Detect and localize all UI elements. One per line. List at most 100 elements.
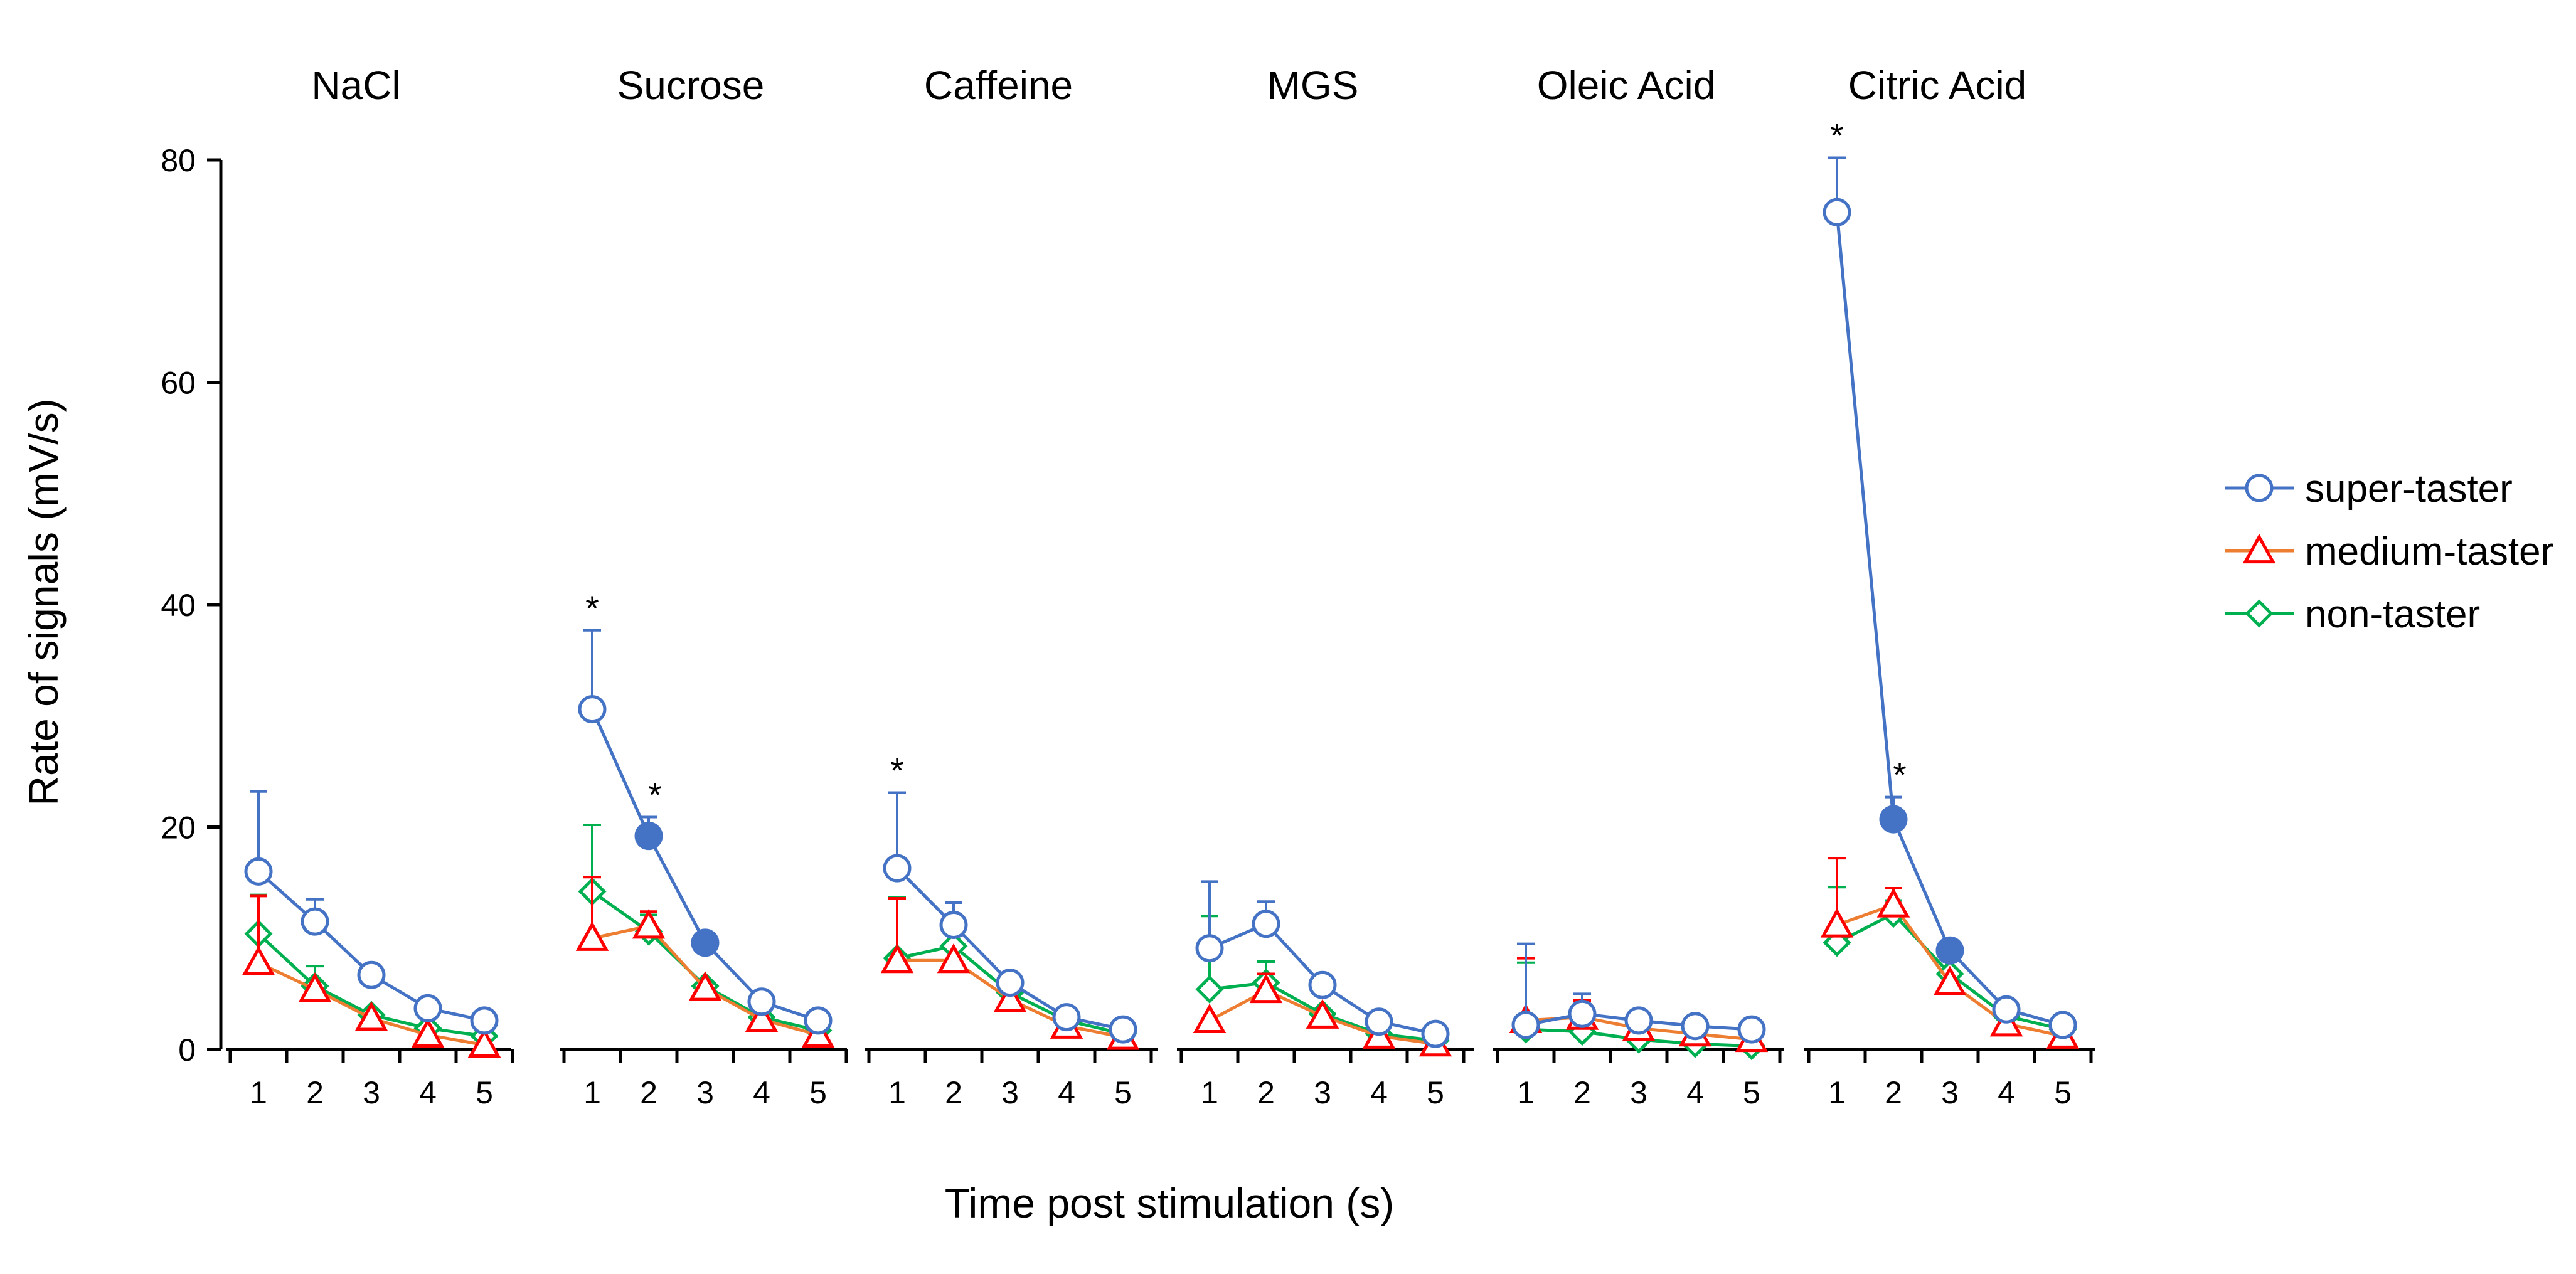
- x-tick-label: 1: [1828, 1075, 1846, 1110]
- panel-title: Oleic Acid: [1537, 63, 1716, 108]
- data-point: [411, 1017, 445, 1048]
- x-tick-label: 2: [1885, 1075, 1902, 1110]
- data-point: [1820, 908, 1854, 938]
- data-point: [1933, 965, 1967, 995]
- y-tick-label: 0: [178, 1032, 196, 1068]
- significance-star: *: [1893, 755, 1907, 795]
- data-point: [993, 982, 1027, 1012]
- legend-marker: [2245, 599, 2274, 628]
- legend-label: super-taster: [2305, 467, 2513, 511]
- series-line: [257, 870, 485, 1022]
- data-point: [745, 1002, 779, 1032]
- data-point: [413, 994, 442, 1022]
- data-point: [1195, 975, 1224, 1004]
- data-point: [357, 960, 386, 989]
- y-axis: 0 20 40 60 80: [161, 143, 223, 1068]
- y-axis-title: Rate of signals (mV/s): [20, 398, 67, 805]
- x-tick-label: 1: [583, 1075, 601, 1110]
- data-point: [634, 822, 663, 851]
- panel-title: Caffeine: [924, 63, 1073, 108]
- legend: super-taster medium-taster non-taster: [2225, 467, 2553, 636]
- data-point: [1421, 1019, 1450, 1048]
- x-tick-label: 4: [1998, 1075, 2015, 1110]
- data-point: [242, 945, 275, 975]
- data-point: [1568, 999, 1597, 1028]
- data-point: [883, 854, 912, 883]
- data-point: [1109, 1015, 1137, 1044]
- data-point: [1511, 1011, 1540, 1039]
- series-medium-taster: [575, 876, 835, 1048]
- data-point: [244, 857, 273, 886]
- panel-caffeine: 1 2 3 4 5 Caffeine *: [865, 63, 1158, 1110]
- x-tick-label: 5: [1114, 1075, 1132, 1110]
- x-tick-label: 4: [419, 1075, 437, 1110]
- x-tick-label: 3: [1630, 1075, 1647, 1110]
- x-tick-label: 3: [1941, 1075, 1959, 1110]
- x-tick-label: 2: [306, 1075, 324, 1110]
- x-tick-label: 5: [809, 1075, 827, 1110]
- legend-label: medium-taster: [2305, 530, 2553, 573]
- data-point: [470, 1006, 499, 1035]
- panel-oleic-acid: 1 2 3 4 5 Oleic Acid: [1493, 63, 1784, 1110]
- x-tick-label: 1: [1201, 1075, 1218, 1110]
- data-point: [1195, 934, 1224, 963]
- x-tick-label: 2: [945, 1075, 962, 1110]
- data-point: [1052, 1003, 1081, 1032]
- data-point: [1252, 910, 1280, 938]
- x-tick-label: 2: [1257, 1075, 1275, 1110]
- legend-marker: [2245, 474, 2274, 502]
- data-point: [939, 910, 968, 939]
- series-medium-taster: [1509, 957, 1769, 1053]
- x-tick-label: 4: [1058, 1075, 1075, 1110]
- significance-star: *: [585, 588, 599, 628]
- legend-item-medium-taster: medium-taster: [2225, 530, 2553, 573]
- legend-item-non-taster: non-taster: [2225, 593, 2480, 636]
- x-tick-label: 5: [1743, 1075, 1760, 1110]
- x-tick-label: 1: [250, 1075, 267, 1110]
- legend-item-super-taster: super-taster: [2225, 467, 2513, 511]
- series-super-taster: [1195, 880, 1450, 1048]
- data-point: [301, 907, 329, 936]
- data-point: [578, 695, 607, 724]
- data-point: [1308, 970, 1337, 999]
- data-point: [747, 987, 776, 1016]
- series-medium-taster: [242, 894, 501, 1058]
- y-tick-label: 20: [161, 810, 196, 846]
- x-axis-title: Time post stimulation (s): [945, 1180, 1394, 1226]
- x-tick-label: 3: [1314, 1075, 1331, 1110]
- series-super-taster: [1511, 942, 1766, 1044]
- data-point: [298, 972, 332, 1002]
- x-tick-label: 2: [640, 1075, 657, 1110]
- data-point: [1624, 1006, 1653, 1035]
- x-tick-label: 2: [1573, 1075, 1591, 1110]
- x-tick-label: 5: [2054, 1075, 2072, 1110]
- data-point: [632, 909, 666, 939]
- data-point: [1681, 1012, 1710, 1041]
- data-point: [2048, 1011, 2077, 1039]
- series-super-taster: *: [883, 751, 1137, 1044]
- data-point: [937, 943, 971, 974]
- series-super-taster: **: [1823, 115, 2077, 1039]
- x-tick-label: 3: [363, 1075, 380, 1110]
- data-point: [996, 969, 1025, 997]
- x-tick-label: 4: [1686, 1075, 1704, 1110]
- significance-star: *: [648, 775, 662, 815]
- data-point: [1249, 973, 1283, 1004]
- data-point: [1876, 888, 1910, 918]
- series-super-taster: [244, 790, 499, 1035]
- panel-title: Sucrose: [617, 63, 765, 108]
- y-tick-label: 60: [161, 366, 196, 401]
- x-tick-label: 5: [1427, 1075, 1444, 1110]
- data-point: [1992, 995, 2021, 1024]
- data-point: [575, 921, 609, 951]
- data-point: [1365, 1007, 1393, 1036]
- data-point: [691, 928, 720, 957]
- data-point: [354, 1001, 388, 1031]
- series-line: [1835, 212, 2063, 1027]
- data-point: [1193, 1003, 1227, 1034]
- panel-nacl: 1 2 3 4 5 NaCl: [226, 63, 514, 1110]
- significance-star: *: [1830, 115, 1844, 155]
